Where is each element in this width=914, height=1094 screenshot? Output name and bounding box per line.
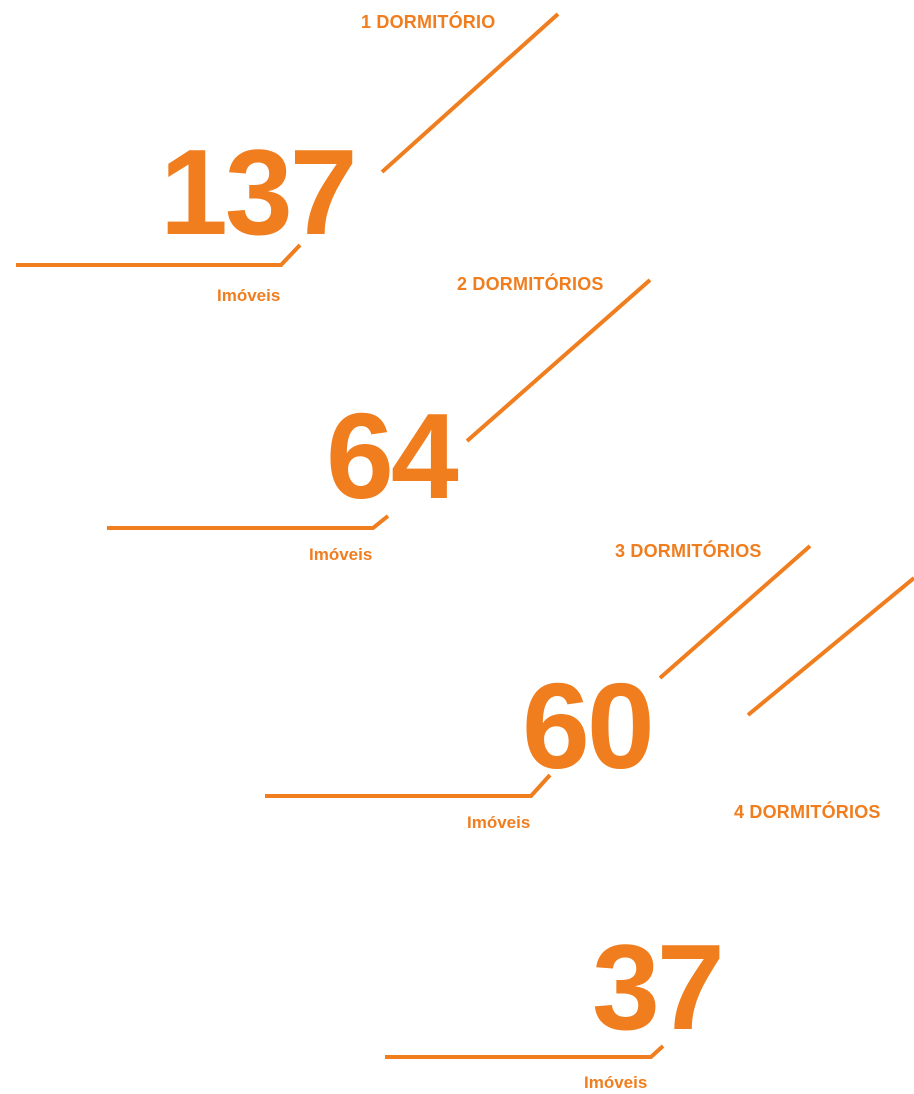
category-label: 1 DORMITÓRIO bbox=[361, 12, 496, 32]
unit-label: Imóveis bbox=[309, 545, 373, 564]
category-label: 3 DORMITÓRIOS bbox=[615, 541, 762, 561]
unit-label: Imóveis bbox=[217, 286, 281, 305]
count-value: 64 bbox=[326, 388, 459, 524]
count-value: 137 bbox=[160, 124, 358, 260]
count-value: 37 bbox=[592, 919, 725, 1055]
category-label: 4 DORMITÓRIOS bbox=[734, 802, 881, 822]
count-value: 60 bbox=[522, 658, 655, 794]
category-label: 2 DORMITÓRIOS bbox=[457, 274, 604, 294]
unit-label: Imóveis bbox=[467, 813, 531, 832]
unit-label: Imóveis bbox=[584, 1073, 648, 1092]
